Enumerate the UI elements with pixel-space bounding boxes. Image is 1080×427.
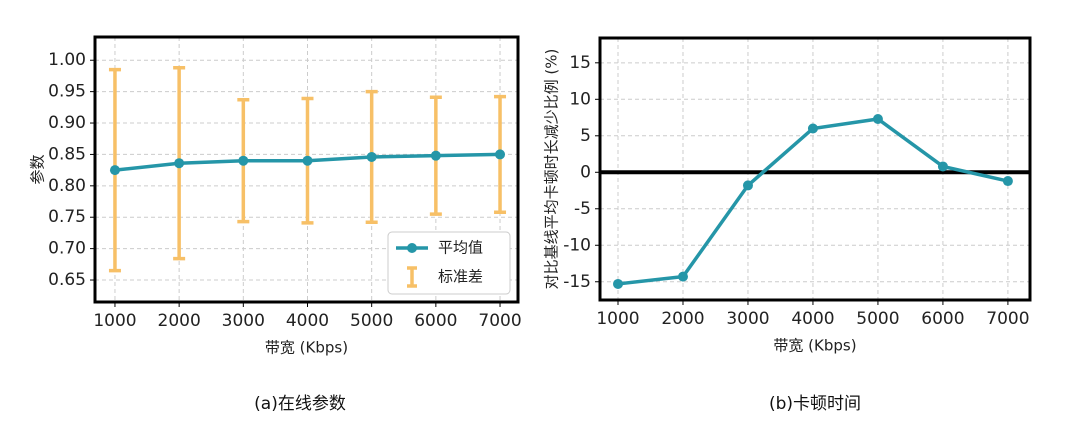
x-tick-label: 4000	[791, 309, 834, 329]
x-tick-label: 4000	[286, 311, 329, 331]
data-point	[174, 158, 185, 169]
data-point	[366, 151, 377, 162]
y-tick-label: 15	[569, 53, 591, 73]
data-point	[495, 149, 506, 160]
legend-label: 标准差	[438, 268, 483, 286]
y-tick-label: 10	[569, 89, 591, 109]
x-tick-label: 1000	[596, 309, 639, 329]
y-tick-label: 0	[580, 162, 591, 182]
legend-label: 平均值	[438, 239, 483, 257]
data-point	[937, 161, 948, 172]
y-tick-label: 0.80	[48, 176, 86, 196]
data-point	[109, 165, 120, 176]
x-tick-label: 5000	[856, 309, 899, 329]
x-tick-label: 3000	[222, 311, 265, 331]
y-tick-label: 0.85	[48, 144, 86, 164]
y-tick-label: 0.65	[48, 270, 86, 290]
data-point	[677, 271, 688, 282]
y-tick-label: -15	[563, 272, 591, 292]
x-tick-label: 7000	[478, 311, 521, 331]
legend-swatch	[407, 243, 417, 253]
data-point	[807, 123, 818, 134]
legend-swatch	[407, 266, 417, 288]
x-axis-label: 带宽 (Kbps)	[773, 337, 856, 355]
caption: (b)卡顿时间	[769, 394, 861, 414]
x-tick-label: 6000	[414, 311, 457, 331]
data-point	[872, 114, 883, 125]
data-point	[613, 278, 624, 289]
axes-frame	[93, 35, 520, 304]
data-point	[1002, 176, 1013, 187]
y-tick-label: 0.70	[48, 239, 86, 259]
y-axis-label: 对比基线平均卡顿时长减少比例 (%)	[543, 49, 561, 290]
y-tick-label: 0.95	[48, 82, 86, 102]
y-tick-label: 0.75	[48, 207, 86, 227]
x-tick-label: 7000	[986, 309, 1029, 329]
data-point	[430, 150, 441, 161]
x-tick-label: 2000	[661, 309, 704, 329]
y-tick-label: -5	[574, 199, 591, 219]
x-tick-label: 2000	[158, 311, 201, 331]
y-tick-label: 0.90	[48, 113, 86, 133]
x-axis-label: 带宽 (Kbps)	[265, 339, 348, 357]
y-tick-label: 1.00	[48, 50, 86, 70]
caption: (a)在线参数	[254, 394, 346, 414]
data-point	[742, 180, 753, 191]
y-axis-label: 参数	[29, 154, 47, 184]
x-tick-label: 3000	[726, 309, 769, 329]
axes-frame	[598, 36, 1032, 302]
y-tick-label: 5	[580, 126, 591, 146]
data-point	[238, 155, 249, 166]
x-tick-label: 6000	[921, 309, 964, 329]
y-tick-label: -10	[563, 235, 591, 255]
x-tick-label: 5000	[350, 311, 393, 331]
x-tick-label: 1000	[93, 311, 136, 331]
plot-area	[600, 38, 1030, 300]
data-point	[302, 155, 313, 166]
